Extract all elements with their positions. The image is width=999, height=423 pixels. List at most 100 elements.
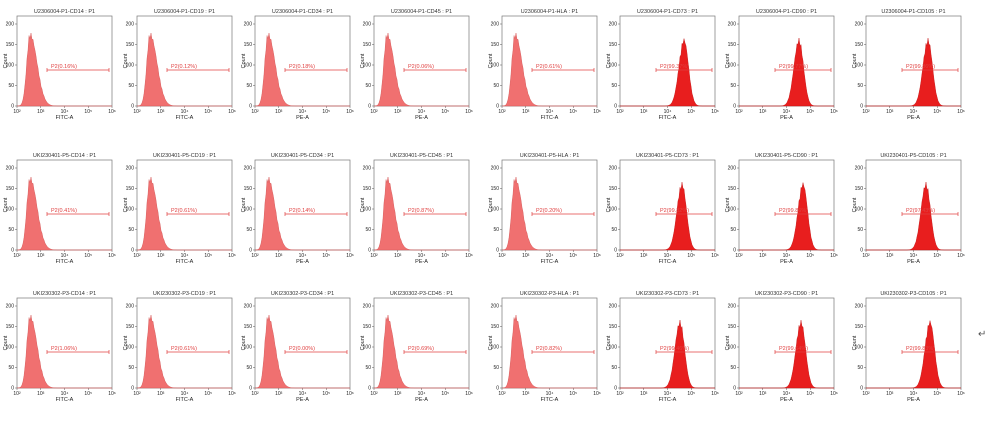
- histogram-panel: U2306004-P1-CD105 : P1 0 50 100 150 200 10² 10³…: [852, 8, 967, 121]
- y-tick-label: 200: [728, 166, 737, 172]
- histogram-distribution: [373, 176, 469, 251]
- y-axis-label: Count: [606, 53, 612, 68]
- histogram-svg: UKI230401-P5-CD73 : P1 0 50 100 150 200 10² 10³…: [606, 153, 719, 265]
- histogram-distribution: [866, 38, 961, 107]
- y-tick-label: 50: [857, 83, 863, 89]
- y-tick-label: 200: [491, 22, 500, 28]
- histogram-distribution: [136, 176, 232, 251]
- y-tick-label: 50: [730, 227, 736, 233]
- x-tick-label: 10²: [616, 253, 624, 259]
- x-axis-label: PE-A: [907, 115, 920, 121]
- y-tick-label: 0: [860, 248, 863, 254]
- gate-p2-label: P2(0.18%): [289, 64, 315, 70]
- histogram-distribution: [739, 320, 834, 389]
- x-tick-label: 10⁶: [228, 391, 236, 397]
- histogram-panel: UKI230302-P3-CD45 : P1 0 50 100 150 200 10² 10³…: [360, 290, 475, 403]
- x-tick-label: 10⁶: [593, 391, 601, 397]
- x-tick-label: 10⁶: [711, 391, 719, 397]
- x-axis-label: FITC-A: [659, 259, 677, 265]
- y-tick-label: 100: [363, 63, 372, 69]
- y-tick-label: 100: [126, 63, 135, 69]
- x-tick-label: 10³: [522, 109, 530, 115]
- x-tick-label: 10⁵: [441, 109, 449, 115]
- x-tick-label: 10⁶: [593, 253, 601, 259]
- plot-frame: [619, 297, 716, 389]
- x-tick-label: 10²: [13, 253, 21, 259]
- x-tick-label: 10²: [251, 109, 259, 115]
- histogram-distribution: [373, 32, 469, 107]
- histogram-panel: U2306004-P1-CD19 : P1 0 50 100 150 200 10² 10³ 1…: [123, 8, 238, 121]
- x-tick-label: 10⁴: [299, 391, 307, 397]
- x-tick-label: 10⁵: [687, 253, 695, 259]
- y-tick-label: 200: [491, 304, 500, 310]
- x-tick-label: 10⁵: [569, 253, 577, 259]
- histogram-distribution: [136, 32, 232, 107]
- y-tick-label: 0: [249, 104, 252, 110]
- histogram-panel: UKI230302-P3-HLA : P1 0 50 100 150 200 10² 10³ 1…: [488, 290, 603, 403]
- x-tick-label: 10³: [886, 109, 894, 115]
- panel-title: U2306004-P1-CD90 : P1: [756, 9, 817, 15]
- x-axis-label: PE-A: [780, 259, 793, 265]
- panel-title: UKI230401-P5-CD90 : P1: [755, 153, 818, 159]
- gate-p2-label: P2(99.64%): [779, 346, 808, 352]
- y-tick-label: 150: [491, 42, 500, 48]
- histogram-svg: U2306004-P1-HLA : P1 0 50 100 150 200 10² 10³ 10…: [488, 9, 601, 121]
- x-tick-label: 10⁴: [181, 109, 189, 115]
- histogram-distribution: [254, 32, 350, 107]
- x-tick-label: 10²: [498, 253, 506, 259]
- plot-frame: [865, 159, 962, 251]
- y-tick-label: 50: [246, 227, 252, 233]
- x-tick-label: 10⁵: [806, 391, 814, 397]
- y-tick-label: 0: [249, 386, 252, 392]
- histogram-panel: U2306004-P1-CD90 : P1 0 50 100 150 200 10² 10³ 1…: [725, 8, 840, 121]
- x-tick-label: 10⁵: [204, 391, 212, 397]
- y-tick-label: 200: [728, 22, 737, 28]
- histogram-distribution: [501, 176, 597, 251]
- y-tick-label: 150: [728, 186, 737, 192]
- gate-p2-label: P2(99.77%): [779, 64, 808, 70]
- histogram-svg: U2306004-P1-CD34 : P1 0 50 100 150 200 10² 10³ 1…: [241, 9, 354, 121]
- y-axis-label: Count: [123, 53, 129, 68]
- plot-frame: [738, 159, 835, 251]
- y-tick-label: 100: [6, 345, 15, 351]
- histogram-distribution: [16, 176, 112, 251]
- panel-title: U2306004-P1-CD19 : P1: [154, 9, 215, 15]
- x-tick-label: 10⁴: [546, 253, 554, 259]
- y-tick-label: 0: [131, 104, 134, 110]
- panel-title: UKI230401-P5-CD73 : P1: [636, 153, 699, 159]
- y-tick-label: 0: [860, 386, 863, 392]
- histogram-panel: UKI230302-P3-CD14 : P1 0 50 100 150 200 10² 10³…: [3, 290, 118, 403]
- x-tick-label: 10³: [394, 109, 402, 115]
- x-tick-label: 10⁵: [204, 253, 212, 259]
- y-tick-label: 150: [491, 186, 500, 192]
- x-tick-label: 10⁶: [465, 391, 473, 397]
- histogram-distribution: [866, 320, 961, 389]
- x-axis-label: FITC-A: [176, 115, 194, 121]
- x-axis-label: PE-A: [780, 397, 793, 403]
- x-tick-label: 10⁴: [783, 109, 791, 115]
- x-tick-label: 10⁵: [84, 391, 92, 397]
- y-tick-label: 50: [246, 365, 252, 371]
- histogram-panel: UKI230401-P5-HLA : P1 0 50 100 150 200 10² 10³ 1…: [488, 152, 603, 265]
- y-tick-label: 100: [491, 345, 500, 351]
- x-tick-label: 10⁵: [687, 109, 695, 115]
- y-tick-label: 150: [363, 324, 372, 330]
- y-tick-label: 0: [733, 104, 736, 110]
- x-tick-label: 10⁵: [806, 109, 814, 115]
- histogram-svg: U2306004-P1-CD45 : P1 0 50 100 150 200 10² 10³ 1…: [360, 9, 473, 121]
- y-tick-label: 100: [728, 207, 737, 213]
- x-tick-label: 10⁴: [418, 253, 426, 259]
- y-tick-label: 150: [728, 324, 737, 330]
- histogram-panel: UKI230302-P3-CD105 : P1 0 50 100 150 200 10² 10…: [852, 290, 967, 403]
- histogram-panel: UKI230401-P5-CD90 : P1 0 50 100 150 200 10² 10³…: [725, 152, 840, 265]
- y-tick-label: 0: [368, 248, 371, 254]
- histogram-panel: UKI230302-P3-CD73 : P1 0 50 100 150 200 10² 10³…: [606, 290, 721, 403]
- x-tick-label: 10⁴: [299, 253, 307, 259]
- y-axis-label: Count: [725, 197, 731, 212]
- histogram-distribution: [16, 32, 112, 107]
- histogram-distribution: [373, 314, 469, 389]
- panel-title: UKI230401-P5-CD19 : P1: [153, 153, 216, 159]
- x-tick-label: 10⁶: [346, 391, 354, 397]
- y-tick-label: 150: [244, 42, 253, 48]
- y-tick-label: 150: [6, 324, 15, 330]
